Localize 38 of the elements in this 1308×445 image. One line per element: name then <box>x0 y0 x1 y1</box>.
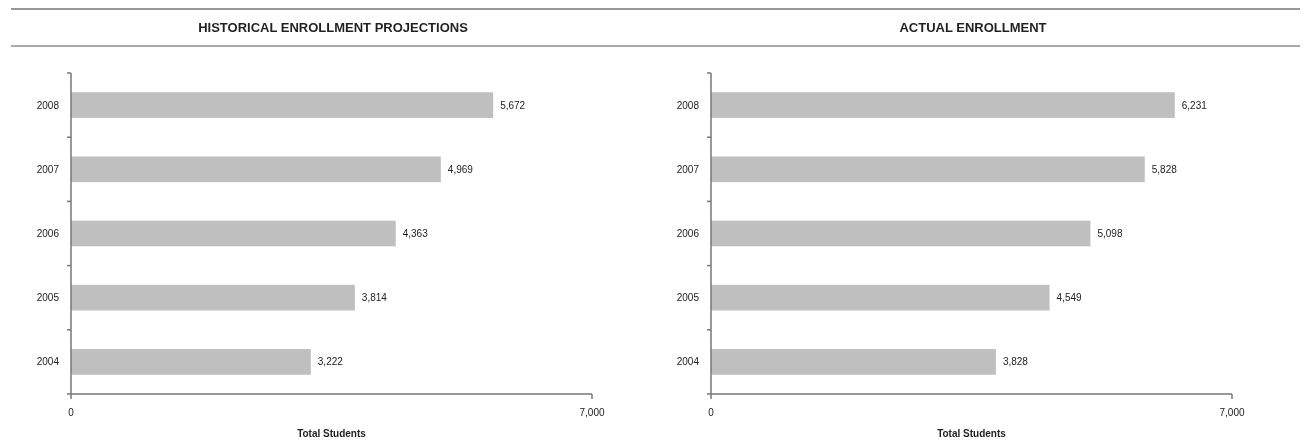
x-axis-title: Total Students <box>937 428 1007 439</box>
data-label: 6,231 <box>1181 99 1208 111</box>
data-label: 4,363 <box>402 228 429 239</box>
x-tick-label: 7,000 <box>579 407 605 418</box>
data-label: 5,672 <box>500 99 526 111</box>
data-label: 3,828 <box>1002 356 1029 368</box>
y-tick-label: 2007 <box>36 163 60 175</box>
x-tick-label: 0 <box>68 407 75 418</box>
bar <box>71 156 441 183</box>
y-tick-label: 2008 <box>676 99 700 111</box>
bar <box>71 92 494 118</box>
data-label: 4,549 <box>1056 292 1083 304</box>
y-tick-label: 2006 <box>36 228 60 239</box>
data-label: 5,828 <box>1151 163 1178 175</box>
y-tick-label: 2004 <box>676 356 700 368</box>
data-label: 3,814 <box>361 292 388 304</box>
x-axis-title: Total Students <box>297 428 367 439</box>
bar <box>711 349 996 375</box>
y-tick-label: 2008 <box>36 99 60 111</box>
bar <box>71 284 355 311</box>
bar <box>711 92 1175 118</box>
x-tick-label: 7,000 <box>1219 407 1245 418</box>
y-tick-label: 2007 <box>676 163 700 175</box>
data-label: 5,098 <box>1097 228 1123 239</box>
bar <box>711 156 1145 183</box>
y-tick-label: 2005 <box>676 292 700 304</box>
bar <box>711 284 1050 311</box>
chart-title: HISTORICAL ENROLLMENT PROJECTIONS <box>198 20 469 35</box>
data-label: 3,222 <box>317 356 344 368</box>
bar <box>711 220 1091 247</box>
bar <box>71 349 311 375</box>
y-tick-label: 2004 <box>36 356 60 368</box>
data-label: 4,969 <box>447 163 474 175</box>
chart-title: ACTUAL ENROLLMENT <box>899 20 1047 35</box>
bar <box>71 220 396 247</box>
x-tick-label: 0 <box>708 407 715 418</box>
y-tick-label: 2006 <box>676 228 700 239</box>
y-tick-label: 2005 <box>36 292 60 304</box>
